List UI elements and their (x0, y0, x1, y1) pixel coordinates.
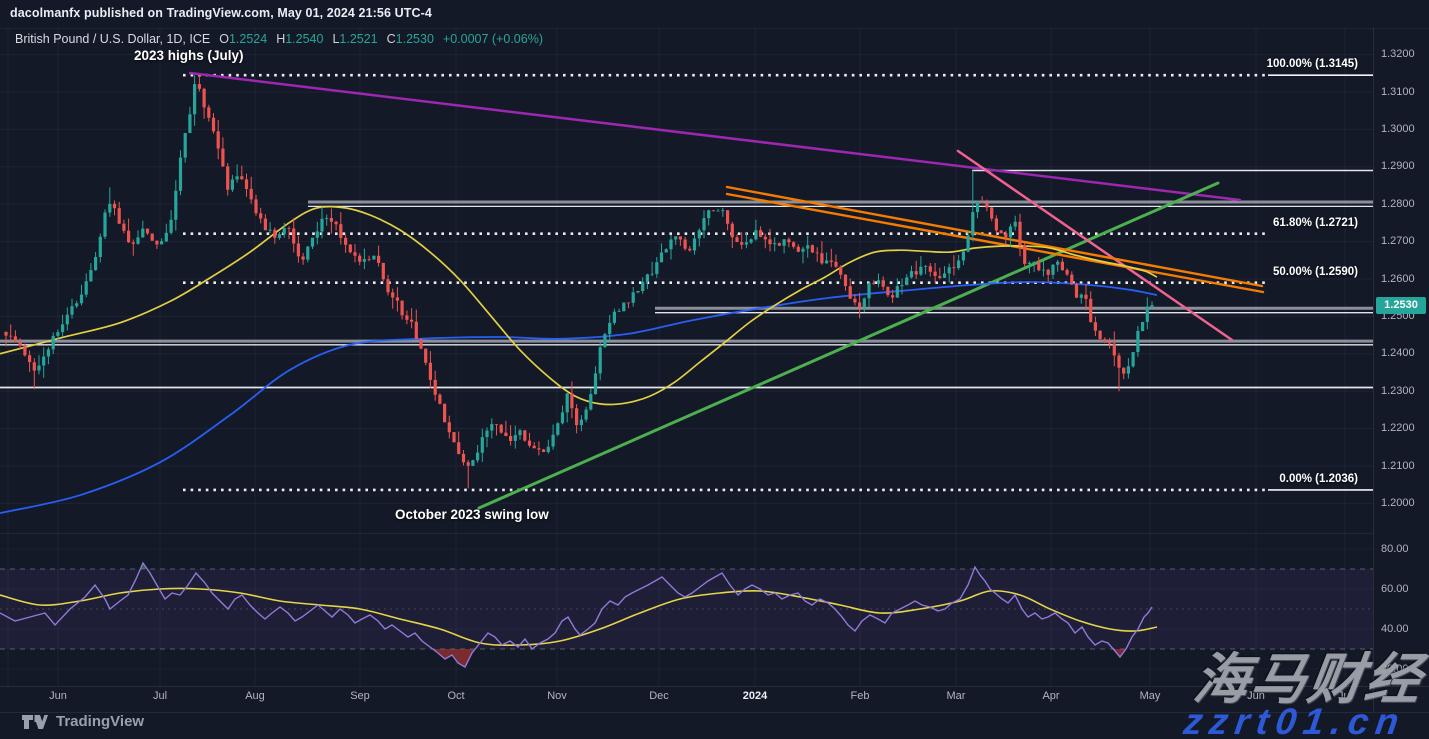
horizontal-level-lines[interactable] (0, 169, 1373, 389)
change-value: +0.0007 (+0.06%) (442, 32, 543, 46)
low-label: L (332, 32, 340, 46)
tradingview-logo-text: TradingView (56, 713, 145, 730)
symbol-title[interactable]: British Pound / U.S. Dollar, 1D, ICE (15, 32, 211, 46)
close-label: C (386, 32, 396, 46)
fib-retracement-lines[interactable] (183, 73, 1373, 492)
rsi-ma-line (0, 587, 1158, 647)
candlestick-series[interactable] (4, 75, 1154, 489)
rsi-line (0, 561, 1153, 668)
watermark-url: zzrt01.cn (1180, 701, 1408, 739)
trendlines-layer[interactable] (188, 71, 1265, 510)
orange-channel-upper (725, 185, 1264, 288)
published-byline: dacolmanfx published on TradingView.com,… (10, 6, 432, 20)
symbol-legend: British Pound / U.S. Dollar, 1D, ICE O1.2… (15, 32, 543, 46)
high-label: H (276, 32, 286, 46)
close-value: 1.2530 (395, 32, 434, 46)
header-divider (0, 28, 1429, 29)
ma-slow-blue-line[interactable] (0, 281, 1158, 515)
footer-divider (0, 712, 1429, 713)
rsi-overbought-fill (140, 563, 977, 569)
pane-divider[interactable] (0, 533, 1373, 534)
open-label: O (219, 32, 229, 46)
green-ascending-trendline (477, 181, 1220, 510)
tradingview-logo[interactable]: TradingView (22, 713, 144, 730)
time-axis-divider (0, 686, 1429, 687)
rsi-indicator-pane[interactable] (0, 561, 1373, 668)
pink-descending-trendline (956, 149, 1234, 342)
price-scale-divider[interactable] (1373, 28, 1374, 712)
low-value: 1.2521 (339, 32, 378, 46)
annotation-october-swing-low: October 2023 swing low (395, 507, 549, 522)
ma-fast-yellow-line[interactable] (0, 205, 1158, 406)
tradingview-logo-icon (22, 714, 48, 729)
orange-channel-lower (725, 192, 1265, 294)
annotation-2023-highs: 2023 highs (July) (134, 48, 244, 63)
high-value: 1.2540 (285, 32, 324, 46)
rsi-oversold-fill (432, 649, 1126, 667)
open-value: 1.2524 (228, 32, 268, 46)
last-price-badge: 1.2530 (1376, 296, 1426, 314)
purple-descending-trendline (188, 71, 1242, 202)
grid-layer (0, 28, 1373, 686)
